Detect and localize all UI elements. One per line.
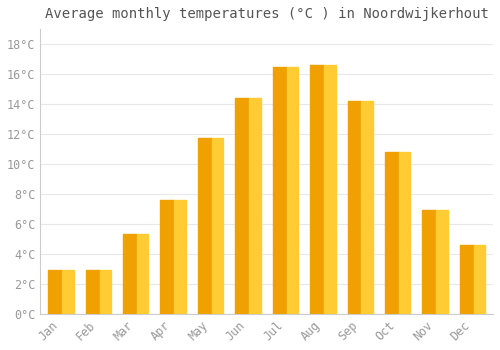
Bar <box>385 152 399 314</box>
Bar <box>272 66 298 314</box>
Bar <box>100 271 111 314</box>
Bar <box>385 152 410 314</box>
Bar <box>460 245 485 314</box>
Bar <box>212 139 224 314</box>
Bar <box>198 139 212 314</box>
Bar <box>160 200 186 314</box>
Bar <box>48 271 62 314</box>
Bar <box>62 271 74 314</box>
Bar <box>198 139 224 314</box>
Bar <box>86 271 100 314</box>
Bar <box>123 234 137 314</box>
Bar <box>286 66 298 314</box>
Bar <box>362 101 373 314</box>
Bar <box>348 101 362 314</box>
Bar <box>174 200 186 314</box>
Bar <box>160 200 174 314</box>
Bar <box>48 271 74 314</box>
Bar <box>123 234 148 314</box>
Bar <box>436 210 448 314</box>
Bar <box>137 234 148 314</box>
Bar <box>348 101 373 314</box>
Bar <box>272 66 286 314</box>
Bar <box>249 98 260 314</box>
Bar <box>310 65 324 314</box>
Bar <box>422 210 448 314</box>
Bar <box>422 210 436 314</box>
Title: Average monthly temperatures (°C ) in Noordwijkerhout: Average monthly temperatures (°C ) in No… <box>44 7 488 21</box>
Bar <box>460 245 473 314</box>
Bar <box>235 98 249 314</box>
Bar <box>310 65 336 314</box>
Bar <box>235 98 260 314</box>
Bar <box>324 65 336 314</box>
Bar <box>399 152 410 314</box>
Bar <box>86 271 111 314</box>
Bar <box>474 245 485 314</box>
